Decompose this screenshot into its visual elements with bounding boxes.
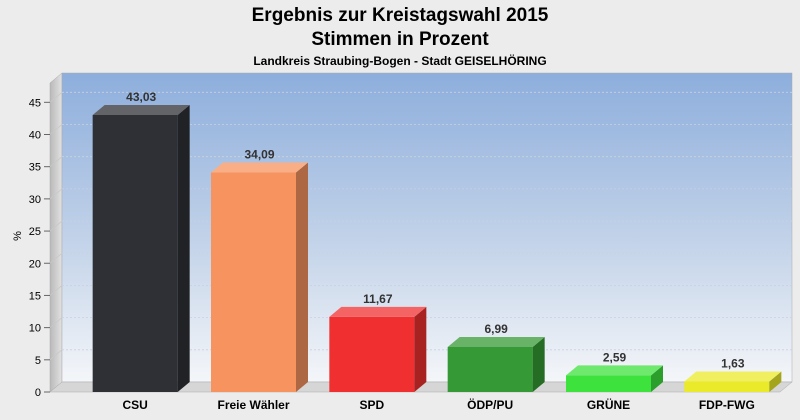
y-tick-label: 35 [29, 162, 41, 174]
gridline-side [49, 349, 63, 361]
bar-front [447, 347, 533, 392]
gridline-side [49, 92, 63, 103]
y-tick-label: 5 [35, 355, 41, 367]
y-tick-label: 30 [29, 194, 41, 206]
gridline-side [49, 156, 63, 167]
bar-top [447, 337, 545, 348]
bar-3: 6,99 ÖDP/PU [447, 322, 545, 412]
chart-caption: Landkreis Straubing-Bogen - Stadt GEISEL… [253, 54, 547, 68]
bar-front [684, 381, 770, 392]
category-label: GRÜNE [587, 397, 630, 412]
y-tick-label: 45 [29, 97, 41, 109]
bar-side [651, 365, 663, 392]
category-label: CSU [122, 398, 147, 412]
bar-5: 1,63 FDP-FWG [684, 357, 782, 412]
bar-top [211, 162, 308, 173]
value-label: 34,09 [244, 148, 274, 162]
gridline-side [49, 188, 63, 200]
plot-side-wall [49, 72, 63, 393]
bar-side [769, 371, 782, 392]
y-tick-label: 15 [29, 290, 41, 302]
bar-top [92, 104, 190, 115]
value-label: 2,59 [603, 350, 627, 364]
y-tick-label: 0 [35, 387, 41, 399]
value-label: 1,63 [721, 357, 745, 371]
y-axis-label: % [12, 231, 24, 241]
bar-side [532, 337, 545, 392]
gridline-side [49, 124, 63, 135]
category-label: ÖDP/PU [467, 397, 513, 412]
y-tick-label: 10 [29, 323, 41, 335]
bar-side [177, 104, 190, 392]
gridline-side [49, 285, 63, 296]
gridline-side [49, 317, 63, 328]
value-label: 6,99 [484, 322, 508, 336]
gridline-side [49, 220, 63, 232]
bar-top [566, 365, 663, 376]
gridline-side [49, 252, 63, 264]
bar-side [296, 162, 308, 392]
bar-front [211, 172, 296, 392]
value-label: 11,67 [363, 292, 393, 306]
bar-4: 2,59 GRÜNE [566, 350, 663, 412]
category-label: FDP-FWG [699, 398, 755, 412]
bar-side [414, 306, 427, 392]
bar-2: 11,67 SPD [329, 292, 427, 412]
y-tick-label: 25 [29, 226, 41, 238]
y-tick-label: 20 [29, 258, 41, 270]
bar-0: 43,03 CSU [92, 90, 190, 412]
bar-front [92, 114, 178, 392]
chart-subtitle: Stimmen in Prozent [311, 29, 489, 50]
value-label: 43,03 [126, 90, 156, 104]
bar-front [566, 375, 651, 392]
bar-front [329, 316, 415, 392]
y-tick-label: 40 [29, 130, 41, 142]
bar-top [684, 371, 782, 382]
bar-1: 34,09 Freie Wähler [211, 148, 308, 412]
category-label: Freie Wähler [217, 398, 289, 412]
chart-title: Ergebnis zur Kreistagswahl 2015 [251, 5, 549, 26]
category-label: SPD [359, 398, 384, 412]
bar-top [329, 306, 427, 317]
